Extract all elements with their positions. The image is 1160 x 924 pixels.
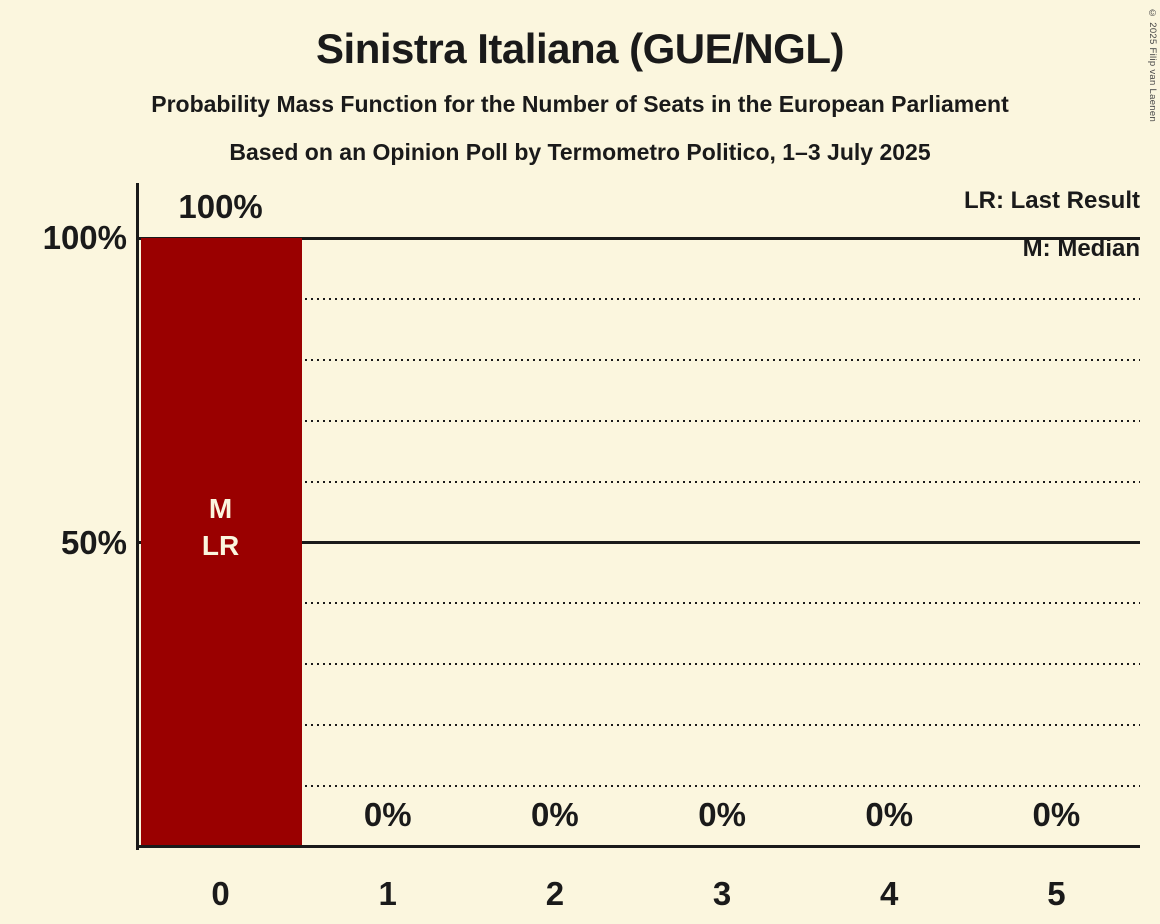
bar-value-label-4: 0% [865, 796, 914, 833]
chart-title: Sinistra Italiana (GUE/NGL) [316, 25, 844, 72]
bar-value-label-5: 0% [1032, 796, 1081, 833]
bar-seats-0 [141, 238, 303, 847]
copyright-notice: © 2025 Filip van Laenen [1147, 8, 1158, 123]
gridline-dotted-30pct [137, 663, 1140, 666]
x-tick-label-5: 5 [1047, 875, 1066, 912]
x-tick-label-1: 1 [378, 875, 397, 912]
bar-value-label-0: 100% [178, 188, 263, 225]
bar-value-label-2: 0% [531, 796, 579, 833]
legend-last-result: LR: Last Result [963, 187, 1140, 214]
gridline-solid-100pct [137, 236, 1140, 240]
y-tick-label-100: 100% [42, 219, 127, 256]
gridline-dotted-90pct [137, 297, 1140, 300]
x-tick-label-3: 3 [712, 875, 732, 912]
gridline-dotted-20pct [137, 724, 1140, 727]
y-tick-label-50: 50% [60, 523, 127, 561]
gridline-solid-50pct [137, 541, 1140, 544]
bar-value-label-1: 0% [363, 796, 412, 833]
legend-median: M: Median [1022, 235, 1140, 262]
chart-subtitle: Probability Mass Function for the Number… [151, 91, 1009, 117]
gridline-dotted-60pct [137, 480, 1140, 483]
gridline-dotted-40pct [137, 602, 1140, 605]
x-tick-label-4: 4 [880, 875, 899, 912]
bar-annotation-markers-0: M LR [201, 493, 240, 561]
gridline-dotted-70pct [137, 419, 1140, 422]
chart-source-subtitle: Based on an Opinion Poll by Termometro P… [229, 139, 931, 165]
x-tick-label-2: 2 [545, 875, 565, 912]
bar-value-label-3: 0% [698, 796, 746, 833]
x-tick-label-0: 0 [211, 875, 230, 912]
y-axis [136, 183, 139, 850]
x-axis [136, 845, 1140, 848]
gridline-dotted-80pct [137, 358, 1140, 361]
gridline-dotted-10pct [137, 785, 1140, 788]
